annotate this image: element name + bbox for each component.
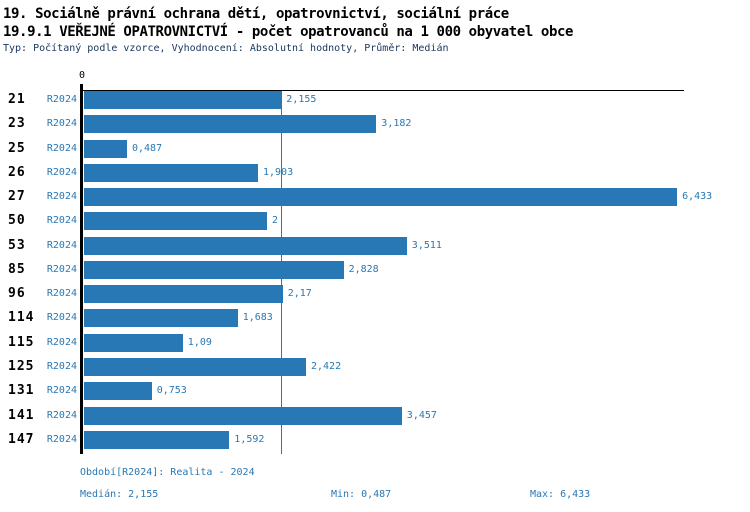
bar-value-label: 3,457 bbox=[406, 409, 437, 421]
chart-row: 53 R2024 3,511 bbox=[0, 236, 750, 255]
row-period-label: R2024 bbox=[46, 215, 77, 227]
bar-value-label: 1,903 bbox=[263, 166, 294, 178]
row-category-label: 114 bbox=[8, 310, 35, 326]
bar bbox=[84, 139, 127, 158]
chart-row: 147 R2024 1,592 bbox=[0, 430, 750, 449]
row-period-label: R2024 bbox=[46, 312, 77, 324]
bar bbox=[84, 163, 258, 182]
chart-row: 21 R2024 2,155 bbox=[0, 91, 750, 109]
chart-row: 85 R2024 2,828 bbox=[0, 260, 750, 279]
report-title-line2: 19.9.1 VEŘEJNÉ OPATROVNICTVÍ - počet opa… bbox=[3, 24, 574, 40]
bar-value-label: 2,155 bbox=[286, 94, 317, 105]
median-stat: Medián: 2,155 bbox=[80, 489, 159, 500]
bar bbox=[84, 382, 152, 401]
bar-value-label: 2 bbox=[272, 215, 279, 227]
chart-row: 50 R2024 2 bbox=[0, 212, 750, 231]
chart-row: 25 R2024 0,487 bbox=[0, 139, 750, 158]
row-period-label: R2024 bbox=[46, 409, 77, 421]
row-period-label: R2024 bbox=[46, 385, 77, 397]
chart-row: 96 R2024 2,17 bbox=[0, 285, 750, 304]
row-category-label: 141 bbox=[8, 407, 35, 423]
bar-value-label: 0,487 bbox=[132, 142, 163, 154]
row-category-label: 23 bbox=[8, 116, 26, 132]
bar bbox=[84, 260, 344, 279]
row-category-label: 26 bbox=[8, 164, 26, 180]
bar-value-label: 3,511 bbox=[411, 239, 442, 251]
row-category-label: 131 bbox=[8, 383, 35, 399]
row-category-label: 85 bbox=[8, 261, 26, 277]
bar bbox=[84, 406, 402, 425]
row-category-label: 27 bbox=[8, 189, 26, 205]
bar-value-label: 1,09 bbox=[187, 336, 212, 348]
chart-row: 115 R2024 1,09 bbox=[0, 333, 750, 352]
bar bbox=[84, 115, 377, 134]
bar bbox=[84, 91, 282, 109]
bar-value-label: 0,753 bbox=[156, 385, 187, 397]
bar-chart: 0 21 R2024 2,155 23 R2024 3,182 25 R2024 0,487 26… bbox=[0, 70, 750, 456]
bar bbox=[84, 358, 306, 376]
chart-row: 131 R2024 0,753 bbox=[0, 382, 750, 401]
bar-value-label: 2,422 bbox=[311, 361, 342, 372]
row-period-label: R2024 bbox=[46, 336, 77, 348]
bar bbox=[84, 309, 238, 328]
bar-value-label: 1,592 bbox=[234, 433, 265, 445]
bar bbox=[84, 188, 678, 207]
bar-value-label: 2,17 bbox=[287, 288, 312, 300]
row-period-label: R2024 bbox=[46, 94, 77, 105]
x-axis-line bbox=[82, 90, 684, 91]
period-caption: Období[R2024]: Realita - 2024 bbox=[80, 467, 255, 478]
bar bbox=[84, 212, 267, 231]
row-category-label: 25 bbox=[8, 140, 26, 156]
row-category-label: 125 bbox=[8, 359, 35, 374]
bar-value-label: 3,182 bbox=[381, 118, 412, 130]
bar bbox=[84, 333, 183, 352]
row-period-label: R2024 bbox=[46, 166, 77, 178]
max-stat: Max: 6,433 bbox=[530, 489, 591, 500]
row-period-label: R2024 bbox=[46, 239, 77, 251]
chart-row: 114 R2024 1,683 bbox=[0, 309, 750, 328]
bar bbox=[84, 236, 407, 255]
row-category-label: 50 bbox=[8, 213, 26, 229]
bar-value-label: 6,433 bbox=[682, 191, 713, 203]
row-period-label: R2024 bbox=[46, 288, 77, 300]
row-period-label: R2024 bbox=[46, 433, 77, 445]
bar bbox=[84, 430, 230, 449]
x-axis-zero-tick-label: 0 bbox=[78, 70, 86, 81]
bar-value-label: 2,828 bbox=[348, 263, 379, 275]
row-category-label: 96 bbox=[8, 286, 26, 302]
chart-row: 23 R2024 3,182 bbox=[0, 115, 750, 134]
row-category-label: 147 bbox=[8, 431, 35, 447]
y-axis-line bbox=[80, 84, 83, 454]
bar-value-label: 1,683 bbox=[242, 312, 273, 324]
chart-row: 141 R2024 3,457 bbox=[0, 406, 750, 425]
min-stat: Min: 0,487 bbox=[331, 489, 392, 500]
chart-row: 27 R2024 6,433 bbox=[0, 188, 750, 207]
row-category-label: 21 bbox=[8, 92, 26, 107]
report-title-line1: 19. Sociálně právní ochrana dětí, opatro… bbox=[3, 6, 509, 22]
row-period-label: R2024 bbox=[46, 118, 77, 130]
row-category-label: 115 bbox=[8, 334, 35, 350]
row-period-label: R2024 bbox=[46, 191, 77, 203]
row-period-label: R2024 bbox=[46, 361, 77, 372]
report-subtitle: Typ: Počítaný podle vzorce, Vyhodnocení:… bbox=[3, 43, 449, 54]
chart-row: 26 R2024 1,903 bbox=[0, 163, 750, 182]
chart-row: 125 R2024 2,422 bbox=[0, 358, 750, 376]
row-category-label: 53 bbox=[8, 237, 26, 253]
row-period-label: R2024 bbox=[46, 142, 77, 154]
row-period-label: R2024 bbox=[46, 263, 77, 275]
bar bbox=[84, 285, 283, 304]
